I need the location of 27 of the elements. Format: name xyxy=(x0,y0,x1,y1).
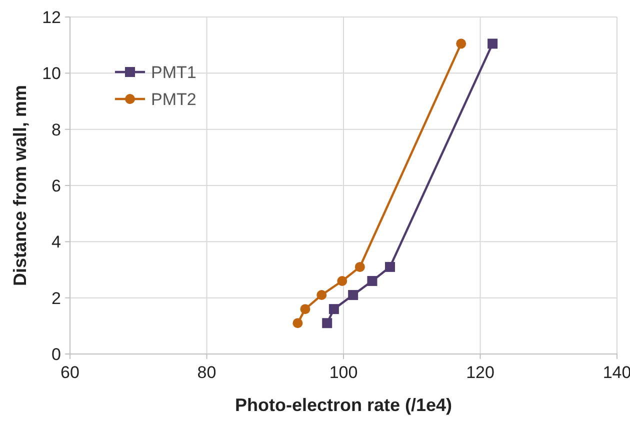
point xyxy=(488,38,498,49)
x-axis-title: Photo-electron rate (/1e4) xyxy=(234,395,452,415)
point xyxy=(300,304,310,314)
y-tick-label: 6 xyxy=(52,176,61,196)
point xyxy=(316,290,327,300)
point xyxy=(367,276,378,286)
point xyxy=(337,276,348,286)
point xyxy=(384,262,395,272)
y-axis-title: Distance from wall, mm xyxy=(10,84,30,286)
y-tick-label: 0 xyxy=(52,344,61,364)
point xyxy=(322,318,332,328)
y-tick-label: 10 xyxy=(42,64,61,84)
y-tick-label: 2 xyxy=(52,288,61,308)
legend-label: PMT1 xyxy=(151,62,196,82)
x-tick-label: 80 xyxy=(197,363,216,382)
point xyxy=(348,290,358,300)
x-tick-label: 120 xyxy=(466,363,494,382)
point xyxy=(456,38,466,49)
legend-label: PMT2 xyxy=(151,90,196,109)
y-tick-label: 12 xyxy=(42,8,61,27)
x-tick-label: 100 xyxy=(329,363,358,382)
x-tick-label: 60 xyxy=(60,363,80,382)
point xyxy=(292,318,303,328)
y-tick-label: 8 xyxy=(52,120,61,140)
y-tick-label: 4 xyxy=(52,232,61,252)
point xyxy=(354,262,365,272)
point xyxy=(328,304,339,314)
